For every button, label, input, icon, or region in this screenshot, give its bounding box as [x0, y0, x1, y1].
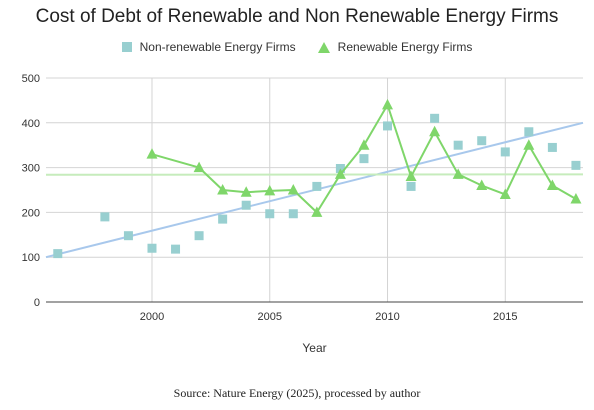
data-point: [218, 214, 228, 224]
y-tick-label: 300: [22, 163, 40, 175]
data-point: [311, 206, 323, 217]
series-renewable: [146, 98, 582, 217]
chart-title: Cost of Debt of Renewable and Non Renewa…: [35, 6, 559, 27]
data-point: [53, 249, 63, 259]
data-point: [217, 184, 229, 195]
plot-area: 0 100 200 300 400 500 2000 2005 2010 2015 Year: [22, 73, 584, 355]
data-point: [524, 127, 534, 137]
gridlines: [46, 77, 583, 302]
data-point: [477, 136, 487, 146]
data-point: [570, 192, 582, 204]
data-point: [382, 98, 394, 110]
data-point: [264, 184, 276, 196]
series-line: [151, 103, 577, 214]
y-tick-label: 400: [22, 118, 40, 130]
data-point: [312, 181, 322, 191]
data-point: [406, 181, 416, 191]
data-point: [547, 142, 557, 152]
source-note: Source: Nature Energy (2025), processed …: [173, 386, 421, 400]
legend-item-non-renewable: Non-renewable Energy Firms: [121, 40, 296, 54]
x-tick-label: 2005: [258, 311, 282, 323]
x-axis-title: Year: [302, 341, 326, 355]
data-point: [193, 161, 205, 173]
data-point: [288, 209, 298, 219]
data-point: [523, 139, 535, 150]
data-point: [146, 148, 158, 159]
data-point: [383, 121, 393, 131]
data-point: [476, 179, 488, 191]
data-point: [429, 125, 441, 137]
legend-square-marker-icon: [121, 42, 132, 52]
data-point: [241, 200, 251, 210]
legend-label-renewable: Renewable Energy Firms: [337, 40, 473, 54]
y-tick-label: 500: [22, 73, 40, 85]
legend: Non-renewable Energy Firms Renewable Ene…: [0, 40, 594, 54]
data-point: [100, 212, 110, 222]
y-tick-label: 100: [22, 252, 40, 264]
data-point: [171, 244, 181, 254]
data-point: [405, 170, 417, 182]
data-point: [358, 139, 370, 150]
data-point: [499, 188, 511, 199]
data-point: [240, 186, 252, 197]
series-non-renewable: [53, 113, 581, 259]
y-tick-label: 200: [22, 207, 40, 219]
legend-item-renewable: Renewable Energy Firms: [317, 40, 473, 54]
data-point: [287, 184, 299, 195]
legend-triangle-marker-icon: [317, 41, 330, 53]
data-point: [430, 113, 440, 123]
data-point: [452, 168, 464, 179]
data-point: [334, 168, 346, 179]
data-point: [265, 209, 275, 219]
x-tick-label: 2000: [140, 311, 164, 323]
data-point: [453, 140, 463, 150]
data-point: [147, 243, 157, 253]
y-tick-label: 0: [34, 297, 40, 309]
data-point: [500, 147, 510, 157]
data-point: [194, 231, 204, 241]
data-point: [571, 160, 581, 170]
x-tick-label: 2015: [493, 311, 517, 323]
data-point: [123, 231, 133, 241]
data-point: [359, 154, 369, 164]
series: [53, 98, 582, 259]
legend-label-non-renewable: Non-renewable Energy Firms: [139, 40, 296, 54]
x-tick-label: 2010: [375, 311, 399, 323]
axes: 0 100 200 300 400 500 2000 2005 2010 2015: [22, 73, 583, 323]
data-point: [546, 179, 558, 191]
